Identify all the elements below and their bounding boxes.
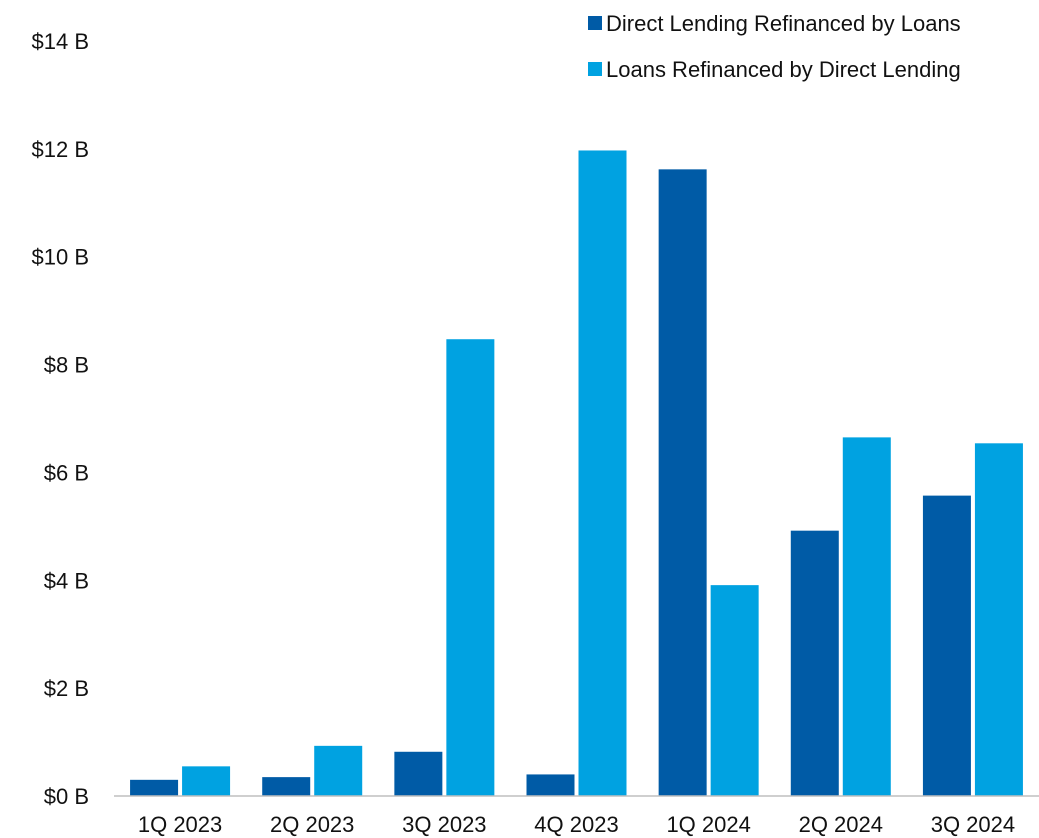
y-tick-label: $12 B: [32, 137, 90, 162]
bar-direct-lending-refinanced-by-loans: [658, 169, 707, 797]
bar-direct-lending-refinanced-by-loans: [790, 530, 839, 796]
legend-swatch: [588, 62, 602, 76]
y-tick-label: $4 B: [44, 568, 89, 593]
bar-direct-lending-refinanced-by-loans: [130, 779, 179, 796]
bar-direct-lending-refinanced-by-loans: [262, 777, 311, 796]
x-tick-label: 1Q 2023: [138, 812, 222, 837]
y-axis: $0 B $2 B $4 B $6 B $8 B $10 B $12 B $14 B: [32, 29, 90, 809]
bar-loans-refinanced-by-direct-lending: [578, 150, 627, 797]
bar-loans-refinanced-by-direct-lending: [314, 745, 363, 796]
legend-swatch: [588, 16, 602, 30]
bar-direct-lending-refinanced-by-loans: [394, 751, 443, 796]
bar-direct-lending-refinanced-by-loans: [526, 774, 575, 796]
legend-label: Loans Refinanced by Direct Lending: [606, 57, 961, 82]
x-tick-label: 3Q 2024: [931, 812, 1015, 837]
bar-loans-refinanced-by-direct-lending: [842, 437, 891, 796]
x-tick-label: 3Q 2023: [402, 812, 486, 837]
x-axis: 1Q 2023 2Q 2023 3Q 2023 4Q 2023 1Q 2024 2Q 20…: [138, 812, 1015, 837]
bar-loans-refinanced-by-direct-lending: [182, 766, 231, 796]
bar-loans-refinanced-by-direct-lending: [974, 443, 1023, 796]
x-tick-label: 2Q 2024: [799, 812, 883, 837]
x-tick-label: 1Q 2024: [666, 812, 750, 837]
legend: Direct Lending Refinanced by Loans Loans …: [588, 11, 961, 82]
bar-direct-lending-refinanced-by-loans: [922, 495, 971, 796]
y-tick-label: $14 B: [32, 29, 90, 54]
x-tick-label: 4Q 2023: [534, 812, 618, 837]
y-tick-label: $8 B: [44, 353, 89, 378]
bars: [130, 150, 1023, 797]
y-tick-label: $2 B: [44, 676, 89, 701]
legend-label: Direct Lending Refinanced by Loans: [606, 11, 961, 36]
y-tick-label: $10 B: [32, 245, 90, 270]
x-tick-label: 2Q 2023: [270, 812, 354, 837]
y-tick-label: $6 B: [44, 460, 89, 485]
bar-loans-refinanced-by-direct-lending: [446, 339, 495, 796]
y-tick-label: $0 B: [44, 784, 89, 809]
bar-loans-refinanced-by-direct-lending: [710, 585, 759, 796]
